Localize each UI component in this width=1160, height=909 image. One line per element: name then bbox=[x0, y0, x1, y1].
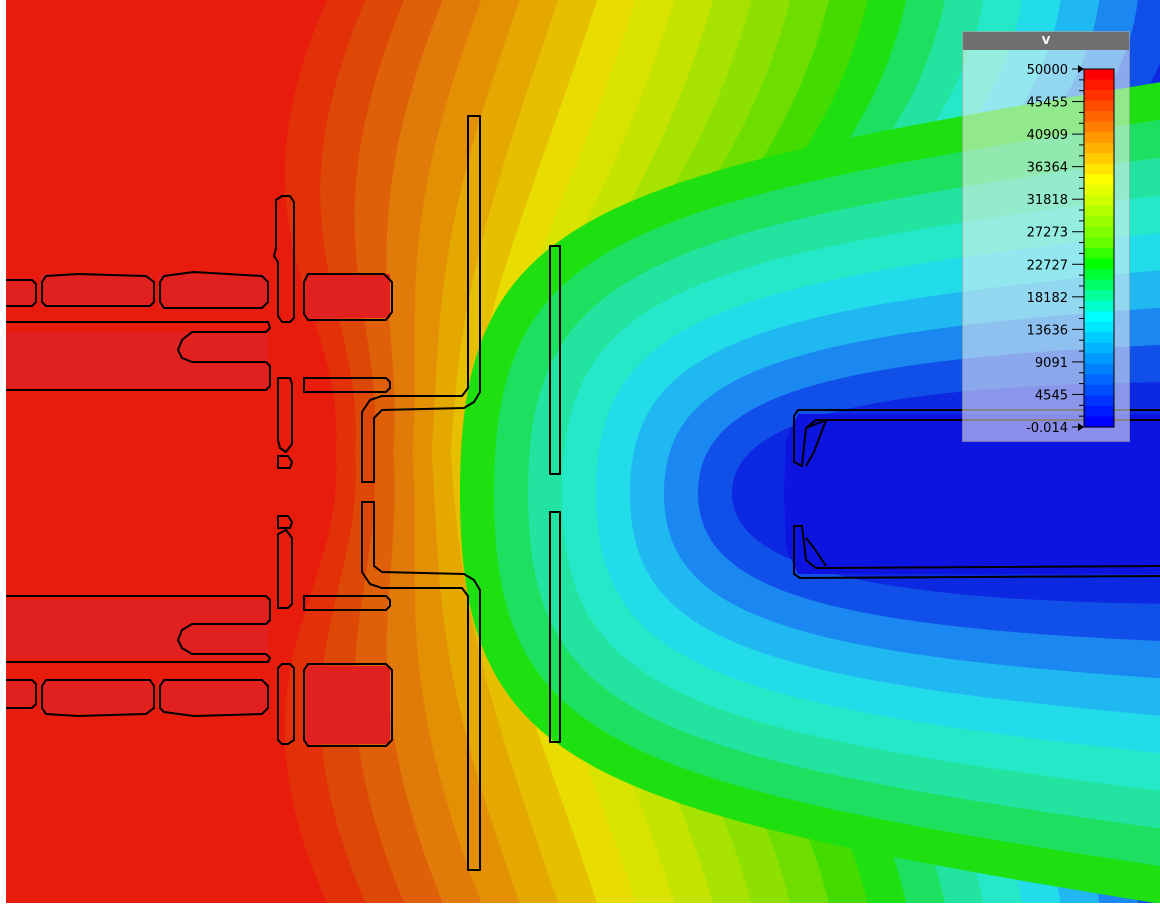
legend-color-swatch bbox=[1084, 374, 1114, 386]
electrode-block bbox=[306, 274, 390, 318]
bent-rod-outline bbox=[361, 115, 481, 483]
legend-ticks: 50000 45455 40909 36364 31818 27273 22727 18182… bbox=[1026, 63, 1084, 436]
geometry-outlines bbox=[6, 115, 1160, 871]
legend-color-swatch bbox=[1084, 395, 1114, 407]
legend-colorbar bbox=[1083, 68, 1115, 428]
legend-tick-label: 13636 bbox=[1027, 323, 1068, 338]
electrode-outline bbox=[41, 679, 155, 717]
legend-color-swatch bbox=[1084, 195, 1114, 207]
legend-color-swatch bbox=[1084, 79, 1114, 91]
legend-color-swatch bbox=[1084, 248, 1114, 260]
legend-color-swatch bbox=[1084, 69, 1114, 81]
legend-tick-label: 31818 bbox=[1027, 193, 1068, 208]
legend-limit-arrow bbox=[1078, 423, 1084, 431]
legend-color-swatch bbox=[1084, 121, 1114, 133]
legend-color-swatch bbox=[1084, 269, 1114, 281]
electrode-outline bbox=[6, 595, 271, 663]
legend-color-swatch bbox=[1084, 100, 1114, 112]
electrode-outline bbox=[303, 273, 393, 321]
electrode-outline bbox=[303, 663, 393, 747]
contour-band bbox=[6, 0, 337, 903]
legend-color-swatch bbox=[1084, 216, 1114, 228]
electrode-outline bbox=[6, 679, 37, 709]
legend-tick-label: 36364 bbox=[1027, 161, 1068, 176]
color-legend[interactable]: V 50000 45455 40909 36364 31818 27273 22727 181… bbox=[962, 31, 1130, 442]
legend-tick-label: 4545 bbox=[1035, 388, 1068, 403]
legend-color-swatch bbox=[1084, 311, 1114, 323]
electrode-outline bbox=[277, 529, 293, 609]
electrode-fills bbox=[6, 274, 390, 744]
legend-title[interactable]: V bbox=[963, 32, 1129, 50]
field-plot[interactable] bbox=[6, 0, 1160, 903]
electrode-outline bbox=[277, 515, 293, 529]
legend-tick-label: 27273 bbox=[1027, 226, 1068, 241]
electrode-outline bbox=[41, 273, 155, 307]
legend-color-swatch bbox=[1084, 321, 1114, 333]
legend-color-swatch bbox=[1084, 184, 1114, 196]
legend-color-swatch bbox=[1084, 342, 1114, 354]
legend-color-swatch bbox=[1084, 153, 1114, 165]
legend-tick-label: 22727 bbox=[1027, 258, 1068, 273]
legend-tick-label: 18182 bbox=[1027, 291, 1068, 306]
legend-scale: 50000 45455 40909 36364 31818 27273 22727 18182… bbox=[1026, 63, 1115, 436]
electrode-block bbox=[158, 274, 268, 308]
legend-color-swatch bbox=[1084, 142, 1114, 154]
electrode-block bbox=[40, 274, 152, 308]
collector-outline bbox=[805, 419, 827, 467]
collector-outline bbox=[793, 525, 1160, 579]
legend-tick-label: 9091 bbox=[1035, 356, 1068, 371]
collector-outline bbox=[793, 409, 1160, 467]
thin-rod-outline bbox=[549, 511, 561, 743]
electrode-outline bbox=[277, 455, 293, 469]
field-viewport[interactable] bbox=[6, 0, 1160, 903]
legend-color-swatch bbox=[1084, 332, 1114, 344]
legend-color-swatch bbox=[1084, 237, 1114, 249]
collector-outline bbox=[805, 537, 827, 567]
legend-color-swatch bbox=[1084, 416, 1114, 428]
thin-rod-outline bbox=[549, 245, 561, 475]
electrode-block bbox=[6, 278, 34, 306]
electrode-block bbox=[6, 600, 268, 658]
legend-tick-label: 50000 bbox=[1027, 63, 1068, 78]
electrode-block bbox=[6, 680, 34, 710]
collector-fill bbox=[784, 414, 1160, 574]
legend-color-swatch bbox=[1084, 174, 1114, 186]
legend-tick-label: -0.014 bbox=[1026, 421, 1068, 436]
legend-color-swatch bbox=[1084, 258, 1114, 270]
electrode-block bbox=[306, 666, 390, 744]
collector-region bbox=[784, 414, 1160, 574]
legend-color-swatch bbox=[1084, 353, 1114, 365]
electrode-outline bbox=[6, 279, 37, 307]
legend-color-swatch bbox=[1084, 163, 1114, 175]
legend-color-swatch bbox=[1084, 384, 1114, 397]
legend-color-swatch bbox=[1084, 279, 1114, 291]
electrode-outline bbox=[303, 377, 391, 393]
legend-limit-arrow bbox=[1078, 65, 1084, 73]
electrode-block bbox=[40, 680, 152, 714]
electrode-outline bbox=[273, 195, 295, 323]
electrode-outline bbox=[277, 663, 295, 745]
electrode-outline bbox=[277, 377, 293, 453]
electrode-block bbox=[6, 332, 268, 388]
legend-color-swatch bbox=[1084, 111, 1114, 123]
legend-color-swatch bbox=[1084, 132, 1114, 144]
legend-color-swatch bbox=[1084, 226, 1114, 239]
legend-color-swatch bbox=[1084, 405, 1114, 418]
electrode-outline bbox=[303, 595, 391, 611]
legend-colorbar-border bbox=[1083, 68, 1115, 428]
legend-color-swatch bbox=[1084, 290, 1114, 302]
legend-color-swatch bbox=[1084, 300, 1114, 312]
electrode-block bbox=[158, 680, 268, 714]
legend-color-swatch bbox=[1084, 90, 1114, 102]
legend-color-swatch bbox=[1084, 205, 1114, 218]
bent-rod-outline bbox=[361, 501, 481, 871]
legend-tick-label: 40909 bbox=[1027, 128, 1068, 143]
electrode-outline bbox=[159, 271, 269, 309]
legend-color-swatch bbox=[1084, 363, 1114, 375]
electrode-outline bbox=[6, 321, 271, 391]
electrode-outline bbox=[159, 679, 269, 717]
legend-tick-label: 45455 bbox=[1027, 96, 1068, 111]
